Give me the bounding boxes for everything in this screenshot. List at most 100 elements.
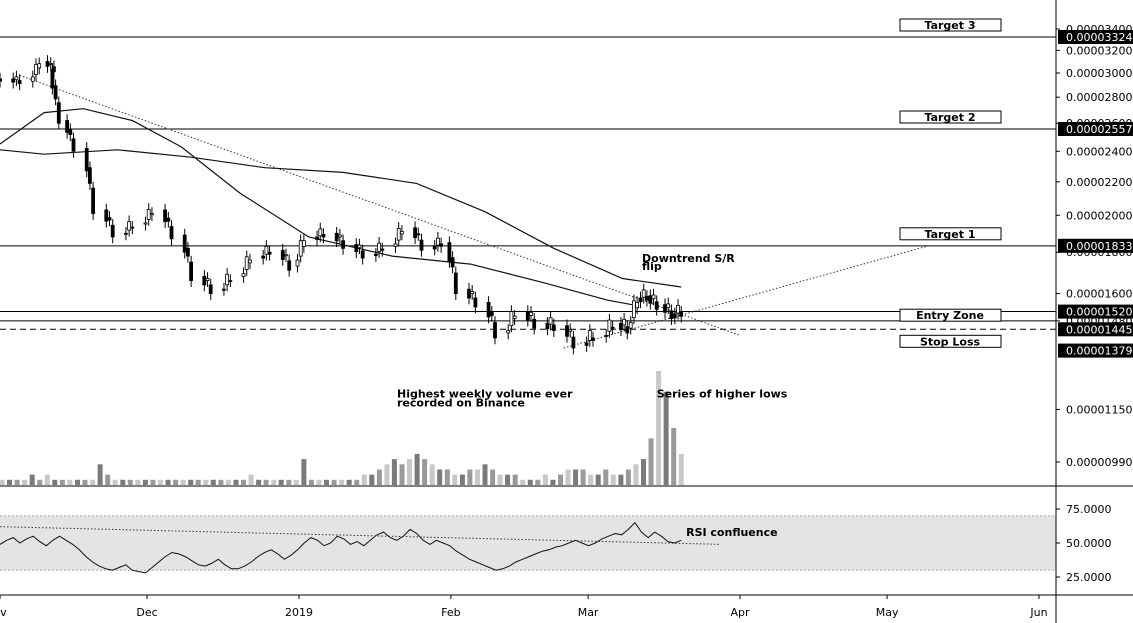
volume-bar <box>618 474 624 485</box>
price-tick-label: 0.00001600 <box>1066 288 1132 301</box>
target-box-1 <box>899 110 1002 124</box>
candle-body <box>11 78 16 83</box>
candle-body <box>354 244 359 252</box>
price-tag-bg <box>1058 122 1133 136</box>
candle-body <box>435 237 440 246</box>
moving-average-1 <box>0 149 682 288</box>
volume-bar <box>467 469 473 485</box>
volume-bar <box>127 479 133 485</box>
volume-bar <box>52 479 58 485</box>
candle-body <box>532 318 537 329</box>
volume-bar <box>671 428 677 485</box>
volume-bar <box>437 469 443 485</box>
candle-body <box>604 334 609 337</box>
volume-bar <box>527 479 533 485</box>
volume-bars <box>0 371 684 485</box>
downtrend-line <box>19 74 741 336</box>
target-box-label-3: Entry Zone <box>916 309 984 322</box>
volume-bar <box>444 469 450 485</box>
volume-bar <box>369 474 375 485</box>
volume-bar <box>248 474 254 485</box>
volume-bar <box>29 474 35 485</box>
candle-body <box>264 245 269 255</box>
candle-body <box>34 64 38 75</box>
moving-average-0 <box>0 108 633 306</box>
volume-bar <box>75 479 80 485</box>
candle-body <box>334 232 339 242</box>
volume-bar <box>135 479 141 485</box>
candle-body <box>166 217 171 222</box>
volume-bar <box>188 479 194 485</box>
candle-body <box>486 301 491 318</box>
volume-bar <box>558 474 563 485</box>
candle-body <box>298 240 303 257</box>
candle-body <box>568 329 573 332</box>
price-tag-bg <box>1058 238 1133 253</box>
candle-body <box>182 234 187 253</box>
candle-body <box>315 236 320 240</box>
volume-bar <box>173 479 179 485</box>
candle-body <box>163 209 168 223</box>
candle-body <box>571 336 576 349</box>
volume-bar <box>595 474 601 485</box>
candle-body <box>473 297 478 308</box>
volume-bar <box>482 464 488 485</box>
volume-bar <box>550 479 556 485</box>
candle-body <box>672 313 677 319</box>
candle-body <box>244 256 249 270</box>
volume-bar <box>112 479 118 485</box>
target-box-4 <box>899 334 1002 348</box>
volume-bar <box>633 464 639 485</box>
candle-body <box>419 239 424 251</box>
volume-bar <box>263 479 269 485</box>
rsi-trendline <box>0 526 721 545</box>
price-tag-label: 0.00002557 <box>1066 123 1132 136</box>
time-tick-label: Dec <box>136 606 157 619</box>
candle-body <box>545 322 550 330</box>
volume-bar <box>165 479 171 485</box>
price-tick-label: 0.00002800 <box>1066 91 1132 104</box>
volume-bar <box>573 469 579 485</box>
volume-bar <box>490 469 496 485</box>
candle-body <box>493 322 497 339</box>
volume-bar <box>195 479 201 485</box>
volume-bar <box>610 474 616 485</box>
volume-bar <box>565 469 571 485</box>
candle-body <box>551 324 556 331</box>
volume-bar <box>588 474 594 485</box>
volume-bar <box>648 438 654 485</box>
volume-bar <box>97 464 103 485</box>
candle-body <box>648 295 653 304</box>
candle-body <box>625 326 630 334</box>
price-tag-label: 0.00003324 <box>1066 31 1132 44</box>
candle-body <box>584 342 589 346</box>
candle-body <box>635 301 639 309</box>
candle-body <box>610 326 615 329</box>
time-tick-label: Apr <box>730 606 750 619</box>
candle-body <box>146 209 151 220</box>
rsi-tick-label: 75.0000 <box>1066 503 1112 516</box>
annotation-0: Downtrend S/R <box>642 252 735 265</box>
candle-body <box>360 250 365 259</box>
candle-body <box>377 242 382 252</box>
candle-body <box>68 129 73 135</box>
price-tag-bg <box>1058 322 1133 337</box>
target-box-label-0: Target 3 <box>924 19 975 32</box>
candle-body <box>14 76 19 81</box>
horizontal-levels <box>0 36 1056 330</box>
candle-body <box>130 226 135 229</box>
candle-body <box>267 251 272 255</box>
time-tick-label: Jun <box>1029 606 1047 619</box>
volume-bar <box>0 479 5 485</box>
candle-body <box>529 311 533 316</box>
candle-body <box>91 187 95 214</box>
candle-body <box>666 303 671 309</box>
volume-bar <box>331 479 337 485</box>
volume-bar <box>158 479 163 485</box>
candle-body <box>489 311 494 316</box>
volume-bar <box>142 479 148 485</box>
volume-bar <box>225 479 231 485</box>
candle-body <box>65 120 69 133</box>
candle-body <box>71 138 76 152</box>
